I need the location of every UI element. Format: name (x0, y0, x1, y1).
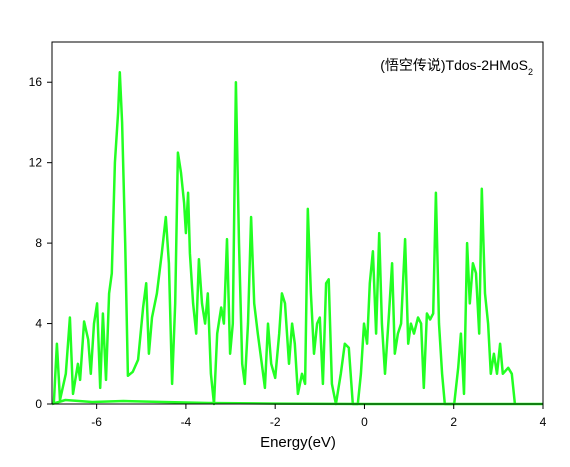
x-tick-label: -2 (270, 415, 281, 429)
plot-frame (51, 41, 544, 405)
annotation: (悟空传说)Tdos-2HMoS2 (380, 57, 533, 77)
y-tick-label: 4 (35, 317, 42, 331)
y-tick-label: 16 (29, 75, 43, 89)
y-tick-label: 8 (35, 236, 42, 250)
y-tick-label: 0 (35, 397, 42, 411)
x-tick-label: 4 (540, 415, 547, 429)
x-axis-label: Energy(eV) (260, 434, 336, 451)
x-tick-label: -4 (181, 415, 192, 429)
x-tick-label: -6 (91, 415, 102, 429)
x-tick-label: 2 (450, 415, 457, 429)
annotation-text: (悟空传说)Tdos-2HMoS (380, 57, 528, 73)
y-tick-label: 12 (29, 156, 43, 170)
annotation-subscript: 2 (528, 67, 533, 77)
x-tick-label: 0 (361, 415, 368, 429)
data-line (52, 70, 517, 406)
